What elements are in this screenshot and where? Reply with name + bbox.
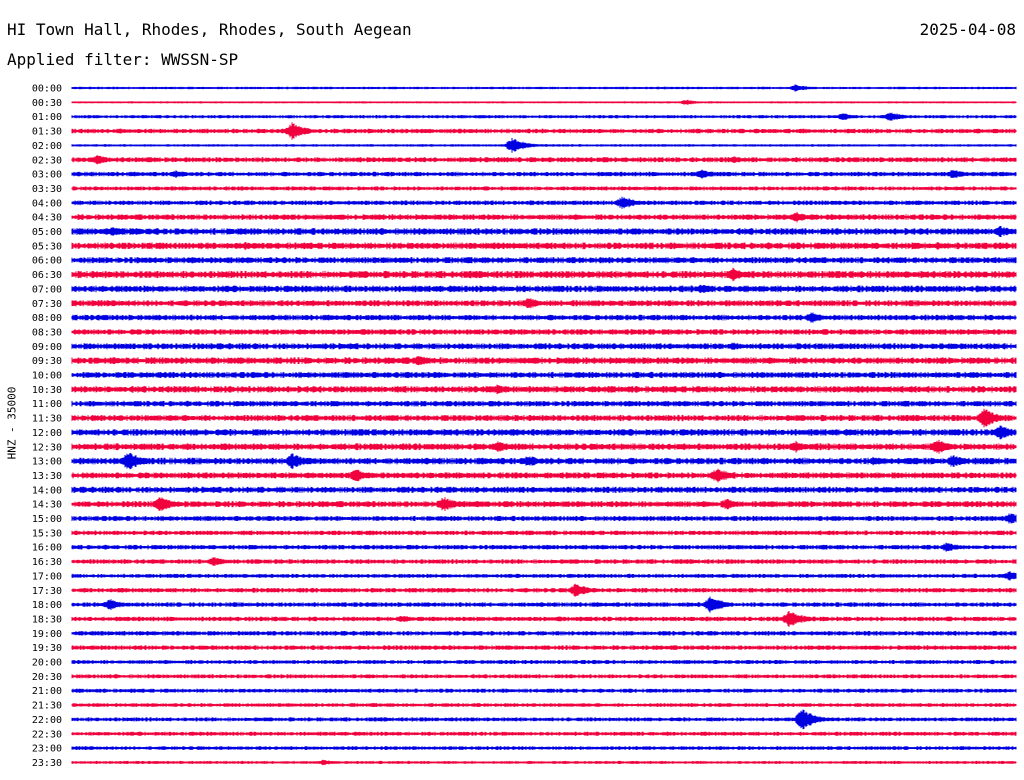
time-tick-label: 16:00 xyxy=(32,543,62,554)
time-tick-label: 20:30 xyxy=(32,672,62,683)
time-tick-label: 05:00 xyxy=(32,227,62,238)
time-tick-label: 14:00 xyxy=(32,485,62,496)
time-tick-label: 23:30 xyxy=(32,758,62,769)
time-tick-label: 20:00 xyxy=(32,658,62,669)
time-tick-label: 17:30 xyxy=(32,586,62,597)
time-tick-label: 23:00 xyxy=(32,744,62,755)
time-tick-label: 01:30 xyxy=(32,127,62,138)
time-tick-label: 21:30 xyxy=(32,701,62,712)
time-tick-label: 00:00 xyxy=(32,84,62,95)
filter-label: Applied filter: WWSSN-SP xyxy=(7,50,239,69)
time-tick-label: 12:00 xyxy=(32,428,62,439)
time-tick-label: 17:00 xyxy=(32,571,62,582)
time-tick-label: 18:00 xyxy=(32,600,62,611)
station-title: HI Town Hall, Rhodes, Rhodes, South Aege… xyxy=(7,20,412,39)
time-tick-label: 08:30 xyxy=(32,327,62,338)
time-tick-label: 09:30 xyxy=(32,356,62,367)
time-tick-label: 04:00 xyxy=(32,198,62,209)
time-tick-label: 03:30 xyxy=(32,184,62,195)
time-tick-label: 12:30 xyxy=(32,442,62,453)
time-tick-label: 16:30 xyxy=(32,557,62,568)
time-tick-label: 05:30 xyxy=(32,241,62,252)
time-tick-label: 01:00 xyxy=(32,112,62,123)
time-tick-label: 11:00 xyxy=(32,399,62,410)
time-tick-label: 09:00 xyxy=(32,342,62,353)
time-tick-label: 00:30 xyxy=(32,98,62,109)
time-tick-label: 10:30 xyxy=(32,385,62,396)
time-tick-label: 19:00 xyxy=(32,629,62,640)
time-tick-label: 22:30 xyxy=(32,729,62,740)
time-tick-label: 15:30 xyxy=(32,528,62,539)
time-tick-label: 11:30 xyxy=(32,414,62,425)
time-tick-label: 18:30 xyxy=(32,614,62,625)
time-tick-label: 04:30 xyxy=(32,213,62,224)
record-date: 2025-04-08 xyxy=(919,20,1016,39)
time-tick-label: 13:30 xyxy=(32,471,62,482)
time-tick-label: 02:00 xyxy=(32,141,62,152)
time-tick-label: 08:00 xyxy=(32,313,62,324)
time-tick-label: 19:30 xyxy=(32,643,62,654)
time-tick-label: 14:30 xyxy=(32,500,62,511)
time-tick-label: 07:00 xyxy=(32,284,62,295)
time-tick-label: 15:00 xyxy=(32,514,62,525)
time-tick-label: 02:30 xyxy=(32,155,62,166)
time-tick-label: 22:00 xyxy=(32,715,62,726)
time-tick-label: 21:00 xyxy=(32,686,62,697)
time-tick-label: 07:30 xyxy=(32,299,62,310)
time-tick-label: 03:00 xyxy=(32,170,62,181)
time-tick-label: 13:00 xyxy=(32,457,62,468)
time-tick-label: 06:30 xyxy=(32,270,62,281)
time-tick-label: 10:00 xyxy=(32,371,62,382)
time-tick-label: 06:00 xyxy=(32,256,62,267)
